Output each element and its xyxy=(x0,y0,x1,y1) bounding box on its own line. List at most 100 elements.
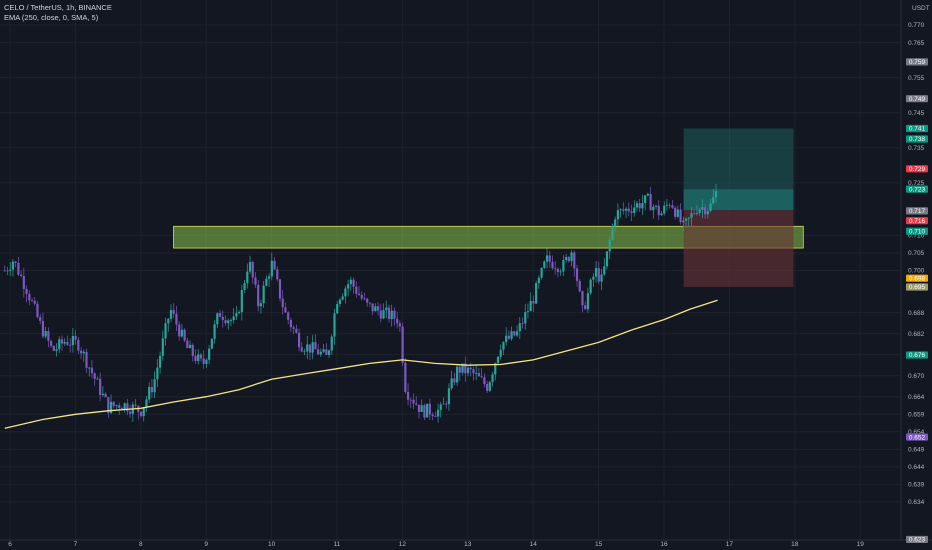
candle-body xyxy=(199,354,203,359)
x-tick-label: 18 xyxy=(791,541,799,548)
candle-body xyxy=(624,208,628,211)
candle-body xyxy=(74,336,77,340)
stop-loss-area[interactable] xyxy=(683,210,794,287)
candle-body xyxy=(300,347,303,352)
candle-body xyxy=(218,313,222,317)
chart-legend: CELO / TetherUS, 1h, BINANCE EMA (250, c… xyxy=(4,3,112,23)
price-tag-label: 0.710 xyxy=(909,228,926,235)
candle-body xyxy=(126,403,129,412)
candle-body xyxy=(652,206,655,211)
time-axis[interactable]: 6 7 8 9 10 11 12 13 14 15 16 17 18 19 xyxy=(8,541,864,548)
candle-body xyxy=(308,344,312,353)
candle-body xyxy=(314,342,317,350)
candle-body xyxy=(382,310,385,319)
candle-body xyxy=(376,306,380,311)
x-tick-label: 9 xyxy=(204,541,208,548)
candle-body xyxy=(224,320,227,324)
candle-body xyxy=(202,358,205,364)
candle-body xyxy=(17,262,20,275)
x-tick-label: 17 xyxy=(726,541,734,548)
price-tag xyxy=(906,351,928,359)
open-profit-area[interactable] xyxy=(683,189,794,211)
candle-body xyxy=(232,316,235,321)
candle-body xyxy=(191,344,194,356)
candle-body xyxy=(676,209,679,217)
candle-body xyxy=(22,275,25,289)
candle-body xyxy=(570,252,573,262)
y-tick-label: 0.688 xyxy=(908,310,925,317)
price-tag-label: 0.759 xyxy=(909,59,926,66)
price-tag-label: 0.729 xyxy=(909,166,926,173)
candle-body xyxy=(401,326,404,363)
price-tag-label: 0.741 xyxy=(909,126,926,133)
candle-body xyxy=(292,327,295,329)
candle-body xyxy=(265,278,268,286)
candle-body xyxy=(11,261,15,270)
support-zone-rectangle[interactable] xyxy=(173,225,804,249)
candle-body xyxy=(423,405,426,418)
ema-250-line[interactable] xyxy=(4,299,718,429)
candle-body xyxy=(183,329,186,341)
candle-body xyxy=(668,204,671,206)
candle-body xyxy=(671,205,674,208)
candle-body xyxy=(14,261,17,263)
candle-body xyxy=(436,409,440,417)
candle-body xyxy=(644,195,647,204)
profit-target-area[interactable] xyxy=(683,128,794,190)
drawings-layer[interactable] xyxy=(173,128,804,287)
candle-body xyxy=(109,401,113,414)
candle-body xyxy=(657,205,660,216)
candle-body xyxy=(627,208,630,212)
candle-body xyxy=(20,274,23,276)
candle-body xyxy=(58,339,61,350)
candle-body xyxy=(96,378,99,380)
candle-body xyxy=(246,271,249,284)
candle-body xyxy=(172,310,175,314)
candle-body xyxy=(344,288,347,297)
candle-body xyxy=(695,212,699,214)
candle-body xyxy=(205,359,208,364)
candle-body xyxy=(235,313,238,317)
candle-body xyxy=(390,310,393,320)
candle-body xyxy=(101,393,104,396)
candle-body xyxy=(259,303,263,307)
candle-body xyxy=(327,350,331,355)
candle-body xyxy=(85,351,88,368)
candle-body xyxy=(243,283,246,290)
y-tick-label: 0.700 xyxy=(908,268,925,275)
price-tag xyxy=(906,535,928,544)
candle-body xyxy=(30,300,34,302)
candle-body xyxy=(608,239,611,252)
candle-body xyxy=(44,331,47,337)
candle-body xyxy=(385,307,388,311)
y-tick-label: 0.644 xyxy=(908,464,925,471)
indicator-label[interactable]: EMA (250, close, 0, SMA, 5) xyxy=(4,13,99,22)
candle-body xyxy=(578,280,581,292)
candle-body xyxy=(167,318,170,324)
candle-body xyxy=(567,257,570,262)
candle-body xyxy=(287,312,290,320)
candle-body xyxy=(319,351,322,355)
candle-body xyxy=(158,355,162,368)
y-tick-label: 0.682 xyxy=(908,331,925,338)
candle-body xyxy=(52,345,55,351)
candle-body xyxy=(66,342,69,345)
candle-body xyxy=(518,323,521,332)
candle-body xyxy=(186,340,189,349)
candle-body xyxy=(663,205,666,214)
symbol-title[interactable]: CELO / TetherUS, 1h, BINANCE xyxy=(4,3,112,12)
candle-body xyxy=(412,399,415,404)
candle-body xyxy=(221,316,224,321)
candle-body xyxy=(297,332,301,348)
y-tick-label: 0.755 xyxy=(908,75,925,82)
candle-body xyxy=(679,209,682,223)
candle-body xyxy=(480,376,483,378)
candle-body xyxy=(532,301,535,304)
candle-body xyxy=(404,362,407,392)
price-tag-label: 0.716 xyxy=(909,218,926,225)
candle-body xyxy=(161,338,164,356)
y-tick-label: 0.710 xyxy=(908,233,925,240)
candle-body xyxy=(379,310,382,319)
candle-body xyxy=(6,270,9,272)
